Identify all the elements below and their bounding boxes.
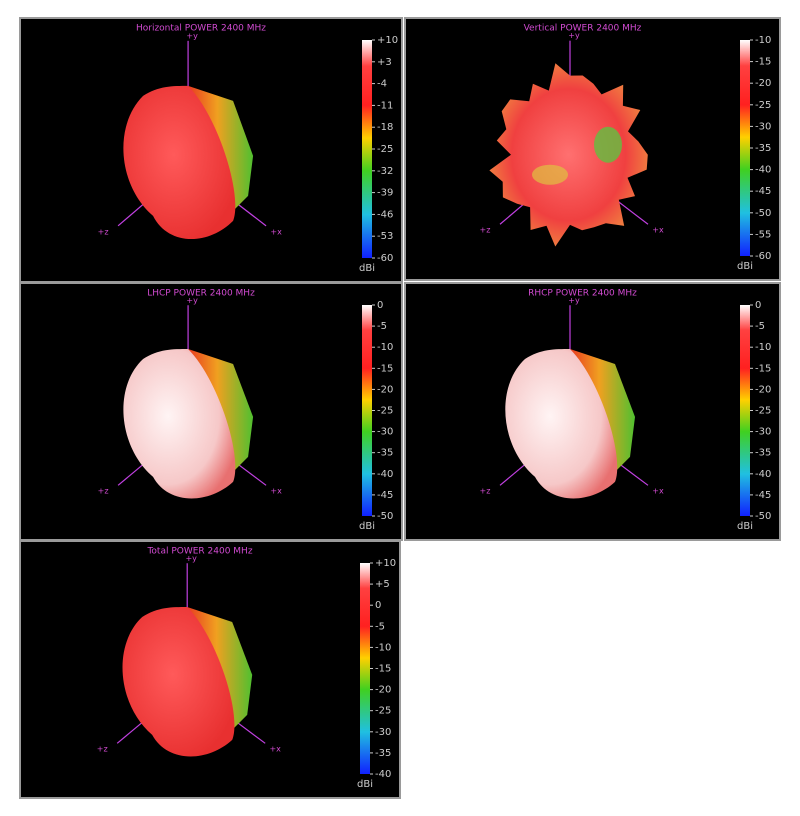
colorbar-tick-label: -50 bbox=[377, 511, 393, 522]
colorbar-tick-label: -25 bbox=[755, 100, 771, 111]
colorbar-tick-label: 0 bbox=[375, 600, 381, 611]
colorbar-tick-label: -25 bbox=[377, 406, 393, 417]
panel-title: Horizontal POWER 2400 MHz bbox=[136, 24, 266, 34]
colorbar-unit: dBi bbox=[737, 261, 753, 272]
colorbar-tick-label: -40 bbox=[375, 769, 391, 780]
colorbar-unit: dBi bbox=[357, 779, 373, 790]
colorbar bbox=[362, 40, 372, 258]
colorbar-tick-label: -25 bbox=[375, 706, 391, 717]
colorbar-tick-label: -5 bbox=[375, 621, 385, 632]
colorbar-tick-label: -60 bbox=[377, 253, 393, 264]
colorbar bbox=[360, 563, 370, 774]
colorbar-tick-label: -15 bbox=[755, 57, 771, 68]
pattern-patch bbox=[532, 164, 568, 185]
axis-label: +y bbox=[185, 554, 197, 563]
panel-title: Total POWER 2400 MHz bbox=[146, 547, 252, 557]
colorbar-tick-label: -10 bbox=[375, 642, 391, 653]
colorbar-tick-label: -55 bbox=[755, 229, 771, 240]
panel-title: Vertical POWER 2400 MHz bbox=[524, 24, 642, 34]
panel-title: RHCP POWER 2400 MHz bbox=[528, 289, 637, 299]
colorbar-tick-label: -35 bbox=[375, 748, 391, 759]
colorbar-tick-label: -30 bbox=[375, 727, 391, 738]
colorbar-tick-label: -30 bbox=[377, 427, 393, 438]
colorbar-tick-label: -39 bbox=[377, 188, 393, 199]
colorbar-tick-label: -50 bbox=[755, 208, 771, 219]
axis-label: +y bbox=[186, 296, 198, 305]
panel-title: LHCP POWER 2400 MHz bbox=[147, 289, 255, 299]
colorbar-tick-label: -15 bbox=[375, 664, 391, 675]
colorbar-tick-label: -30 bbox=[755, 427, 771, 438]
pattern-surface bbox=[123, 85, 236, 240]
colorbar-tick-label: -35 bbox=[377, 448, 393, 459]
axis-label: +y bbox=[568, 31, 580, 40]
panel: Vertical POWER 2400 MHz+y +z +x -10 -15 -20 -2… bbox=[404, 17, 781, 281]
colorbar-tick-label: -18 bbox=[377, 122, 393, 133]
colorbar-tick-label: -15 bbox=[755, 363, 771, 374]
axis-label: +x bbox=[269, 745, 281, 754]
colorbar-tick-label: -20 bbox=[375, 685, 391, 696]
axis-label: +z bbox=[98, 227, 109, 236]
colorbar-tick-label: -10 bbox=[377, 342, 393, 353]
colorbar-tick-label: -45 bbox=[755, 490, 771, 501]
colorbar-tick-label: -4 bbox=[377, 79, 387, 90]
colorbar-tick-label: -25 bbox=[377, 144, 393, 155]
axis-label: +z bbox=[480, 226, 491, 235]
colorbar-tick-label: +10 bbox=[377, 35, 398, 46]
colorbar-tick-label: -50 bbox=[755, 511, 771, 522]
colorbar-tick-label: -20 bbox=[755, 78, 771, 89]
axis-label: +x bbox=[270, 227, 282, 236]
axis-label: +x bbox=[652, 487, 664, 496]
colorbar-tick-label: -40 bbox=[755, 165, 771, 176]
axis-label: +x bbox=[270, 487, 282, 496]
axis-label: +x bbox=[652, 226, 664, 235]
pattern-surface bbox=[489, 63, 648, 247]
panel: Horizontal POWER 2400 MHz+y +z +x +10 +3 -4 -1… bbox=[19, 17, 403, 283]
colorbar-tick-label: -45 bbox=[755, 186, 771, 197]
colorbar bbox=[362, 305, 372, 516]
colorbar bbox=[740, 305, 750, 516]
colorbar-tick-label: -20 bbox=[755, 384, 771, 395]
colorbar-tick-label: -40 bbox=[377, 469, 393, 480]
colorbar bbox=[740, 40, 750, 256]
colorbar-tick-label: 0 bbox=[755, 300, 761, 311]
colorbar-tick-label: -35 bbox=[755, 448, 771, 459]
pattern-surface bbox=[122, 607, 235, 757]
pattern-surface bbox=[505, 349, 618, 499]
axis-label: +z bbox=[97, 745, 108, 754]
colorbar-tick-label: -32 bbox=[377, 166, 393, 177]
colorbar-tick-label: -45 bbox=[377, 490, 393, 501]
colorbar-tick-label: -25 bbox=[755, 406, 771, 417]
colorbar-unit: dBi bbox=[737, 521, 753, 532]
panel: RHCP POWER 2400 MHz+y +z +x 0 -5 -10 -15 -20 -25… bbox=[404, 282, 781, 541]
panel: Total POWER 2400 MHz+y +z +x +10 +5 0 -5 -10 -15… bbox=[19, 540, 401, 799]
colorbar-tick-label: -40 bbox=[755, 469, 771, 480]
colorbar-tick-label: -46 bbox=[377, 209, 393, 220]
axis-label: +y bbox=[568, 296, 580, 305]
colorbar-tick-label: -53 bbox=[377, 231, 393, 242]
colorbar-tick-label: -10 bbox=[755, 342, 771, 353]
colorbar-tick-label: -60 bbox=[755, 251, 771, 262]
colorbar-unit: dBi bbox=[359, 263, 375, 274]
colorbar-tick-label: -11 bbox=[377, 100, 393, 111]
axis-label: +z bbox=[480, 487, 491, 496]
colorbar-tick-label: -35 bbox=[755, 143, 771, 154]
colorbar-tick-label: +10 bbox=[375, 558, 396, 569]
colorbar-tick-label: -20 bbox=[377, 384, 393, 395]
panel: LHCP POWER 2400 MHz+y +z +x 0 -5 -10 -15 -20 -25… bbox=[19, 282, 403, 541]
colorbar-tick-label: -5 bbox=[377, 321, 387, 332]
colorbar-tick-label: -15 bbox=[377, 363, 393, 374]
pattern-surface bbox=[123, 349, 236, 499]
colorbar-tick-label: -5 bbox=[755, 321, 765, 332]
colorbar-tick-label: 0 bbox=[377, 300, 383, 311]
colorbar-tick-label: -30 bbox=[755, 121, 771, 132]
colorbar-tick-label: -10 bbox=[755, 35, 771, 46]
colorbar-unit: dBi bbox=[359, 521, 375, 532]
axis-label: +z bbox=[98, 487, 109, 496]
pattern-patch bbox=[594, 126, 622, 163]
colorbar-tick-label: +3 bbox=[377, 57, 392, 68]
colorbar-tick-label: +5 bbox=[375, 579, 390, 590]
axis-label: +y bbox=[186, 31, 198, 40]
